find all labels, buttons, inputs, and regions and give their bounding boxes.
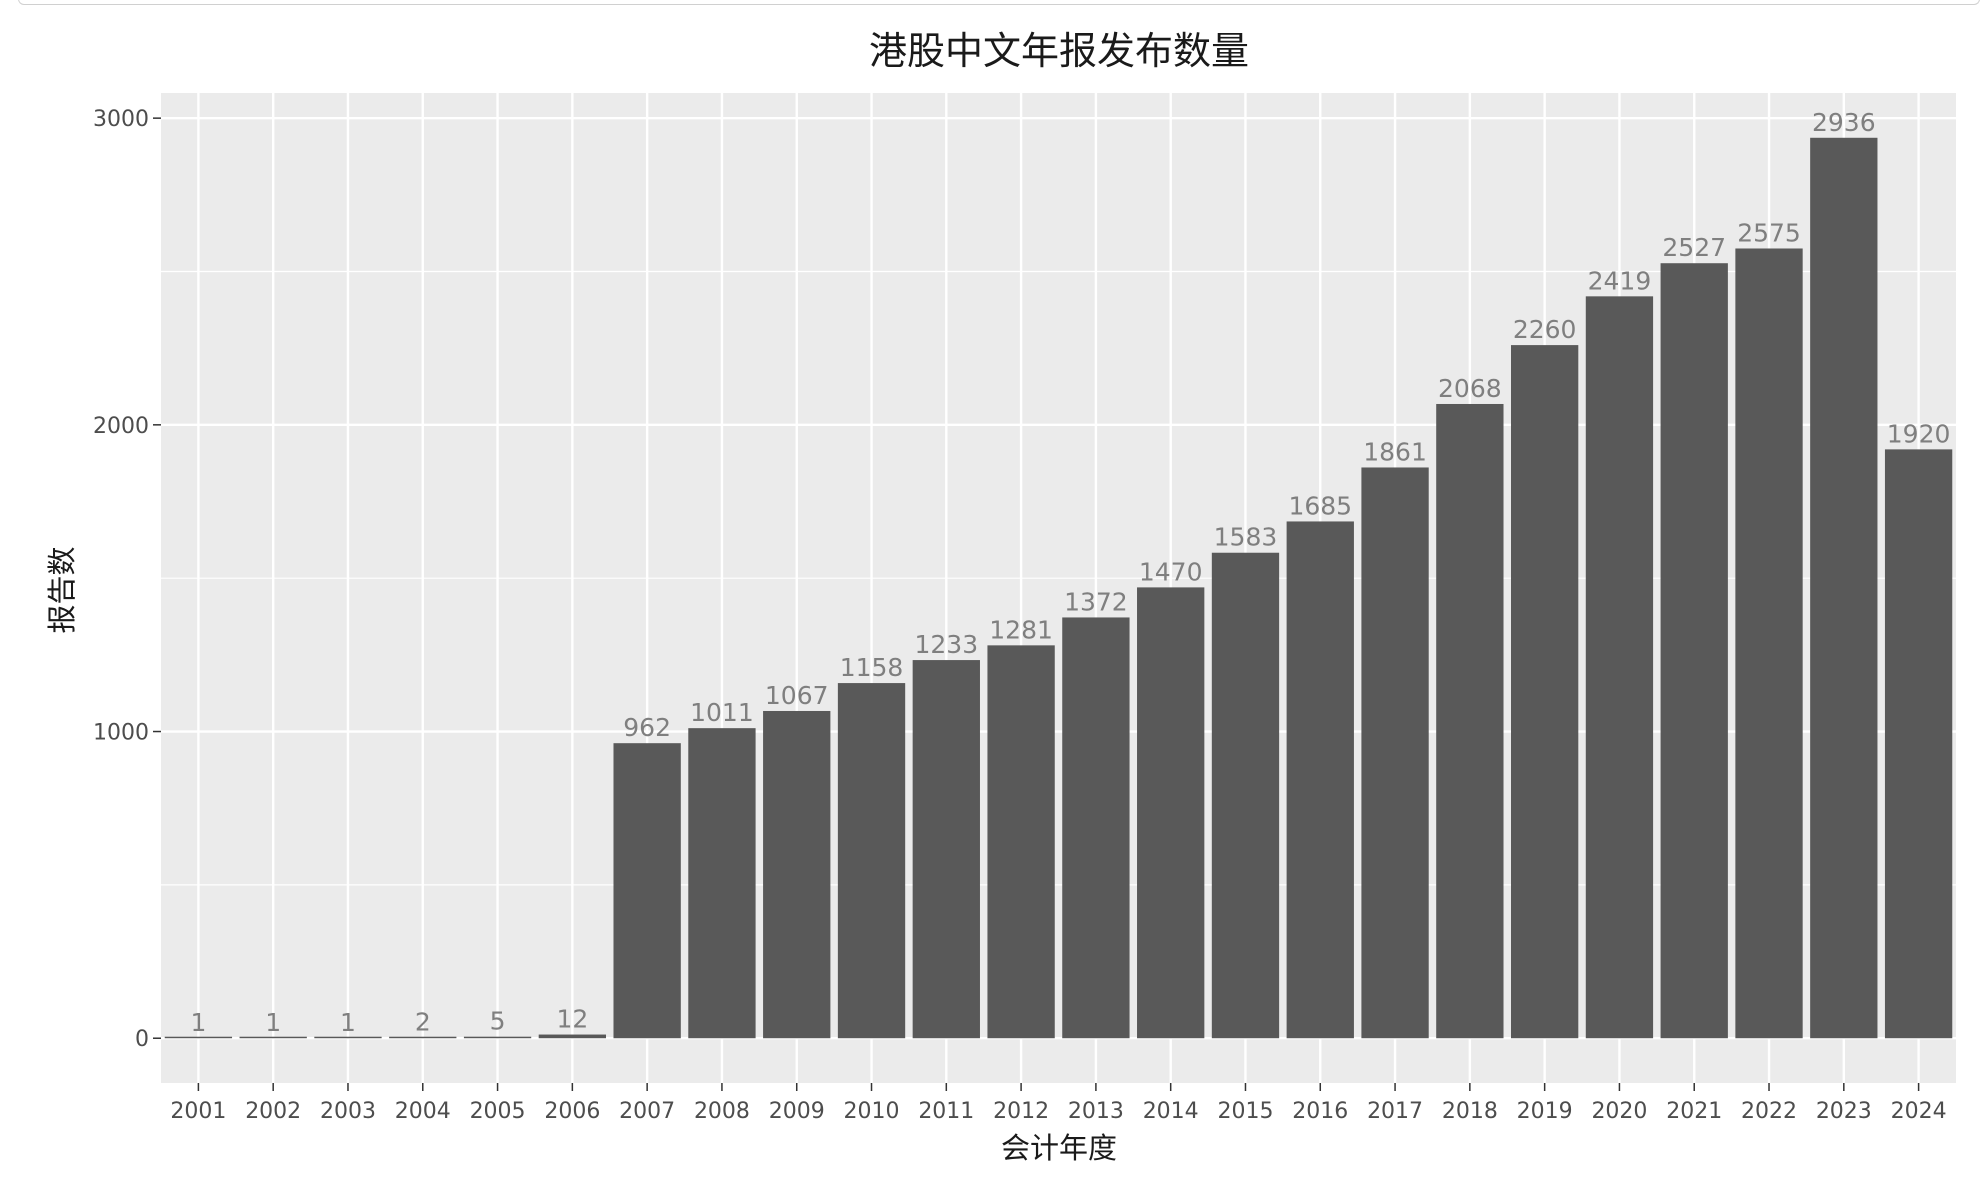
bar [1585,296,1654,1039]
bar [463,1036,532,1039]
bar-value-label: 1 [190,1008,206,1037]
bar-value-label: 1920 [1887,419,1951,448]
x-tick-label: 2013 [1068,1099,1124,1124]
bar-value-label: 1372 [1064,587,1128,616]
y-tick-label: 1000 [93,721,149,746]
y-tick-label: 3000 [93,107,149,132]
x-tick-label: 2006 [544,1099,600,1124]
x-tick-label: 2018 [1442,1099,1498,1124]
bar-value-label: 1861 [1363,437,1427,466]
x-tick-label: 2005 [470,1099,526,1124]
plot-panel [161,93,1956,1083]
bar-value-label: 2068 [1438,374,1502,403]
bar [164,1036,233,1039]
x-tick-label: 2017 [1367,1099,1423,1124]
x-tick-label: 2023 [1816,1099,1872,1124]
bar-value-label: 1281 [989,615,1053,644]
x-tick-label: 2007 [619,1099,675,1124]
bar-value-label: 2 [415,1008,431,1037]
bar-value-label: 2527 [1662,233,1726,262]
x-tick-label: 2004 [395,1099,451,1124]
bar-value-label: 1 [340,1008,356,1037]
x-tick-label: 2016 [1292,1099,1348,1124]
x-tick-label: 2019 [1517,1099,1573,1124]
bar [389,1036,457,1039]
bar-value-label: 2575 [1737,218,1801,247]
x-tick-label: 2011 [918,1099,974,1124]
bar [1211,552,1280,1039]
bar-value-label: 1583 [1214,523,1278,552]
x-tick-label: 2003 [320,1099,376,1124]
bar-value-label: 1685 [1288,491,1352,520]
bar [987,645,1055,1039]
bar [912,660,980,1039]
y-tick-label: 0 [135,1027,149,1052]
bar [239,1036,307,1039]
bar-value-label: 2260 [1513,315,1577,344]
bar [538,1034,607,1039]
chart-title: 港股中文年报发布数量 [869,29,1249,73]
bar [1436,403,1504,1039]
bar-value-label: 1470 [1139,557,1203,586]
x-tick-label: 2008 [694,1099,750,1124]
x-tick-label: 2014 [1143,1099,1199,1124]
x-tick-label: 2002 [245,1099,301,1124]
bar [837,683,906,1039]
bar [1735,248,1803,1039]
bar-value-label: 1011 [690,698,754,727]
bar [1884,449,1953,1039]
bar [1137,587,1205,1039]
x-tick-label: 2001 [170,1099,226,1124]
bar [1361,467,1429,1039]
bar-value-label: 1 [265,1008,281,1037]
bar-value-label: 5 [490,1007,506,1036]
x-tick-label: 2020 [1591,1099,1647,1124]
bar [763,710,831,1039]
x-tick-label: 2012 [993,1099,1049,1124]
x-tick-label: 2015 [1217,1099,1273,1124]
bar-value-label: 1233 [915,630,979,659]
bar-value-label: 962 [623,713,671,742]
y-axis-title: 报告数 [45,546,79,633]
x-tick-label: 2024 [1891,1099,1947,1124]
bar [1286,521,1354,1039]
x-tick-label: 2010 [844,1099,900,1124]
bar-value-label: 1158 [840,653,904,682]
bar-value-label: 2936 [1812,108,1876,137]
bar-value-label: 1067 [765,681,829,710]
bar-value-label: 2419 [1588,266,1652,295]
x-tick-label: 2009 [769,1099,825,1124]
x-tick-label: 2021 [1666,1099,1722,1124]
bar [1062,617,1130,1039]
bar-value-label: 12 [556,1005,588,1034]
bar [613,743,681,1039]
bar [1510,345,1579,1039]
x-tick-label: 2022 [1741,1099,1797,1124]
y-tick-label: 2000 [93,414,149,439]
bar [314,1036,382,1039]
x-axis-title: 会计年度 [1001,1131,1117,1165]
bar [1810,137,1878,1039]
bar [688,728,756,1039]
bar [1660,263,1728,1039]
